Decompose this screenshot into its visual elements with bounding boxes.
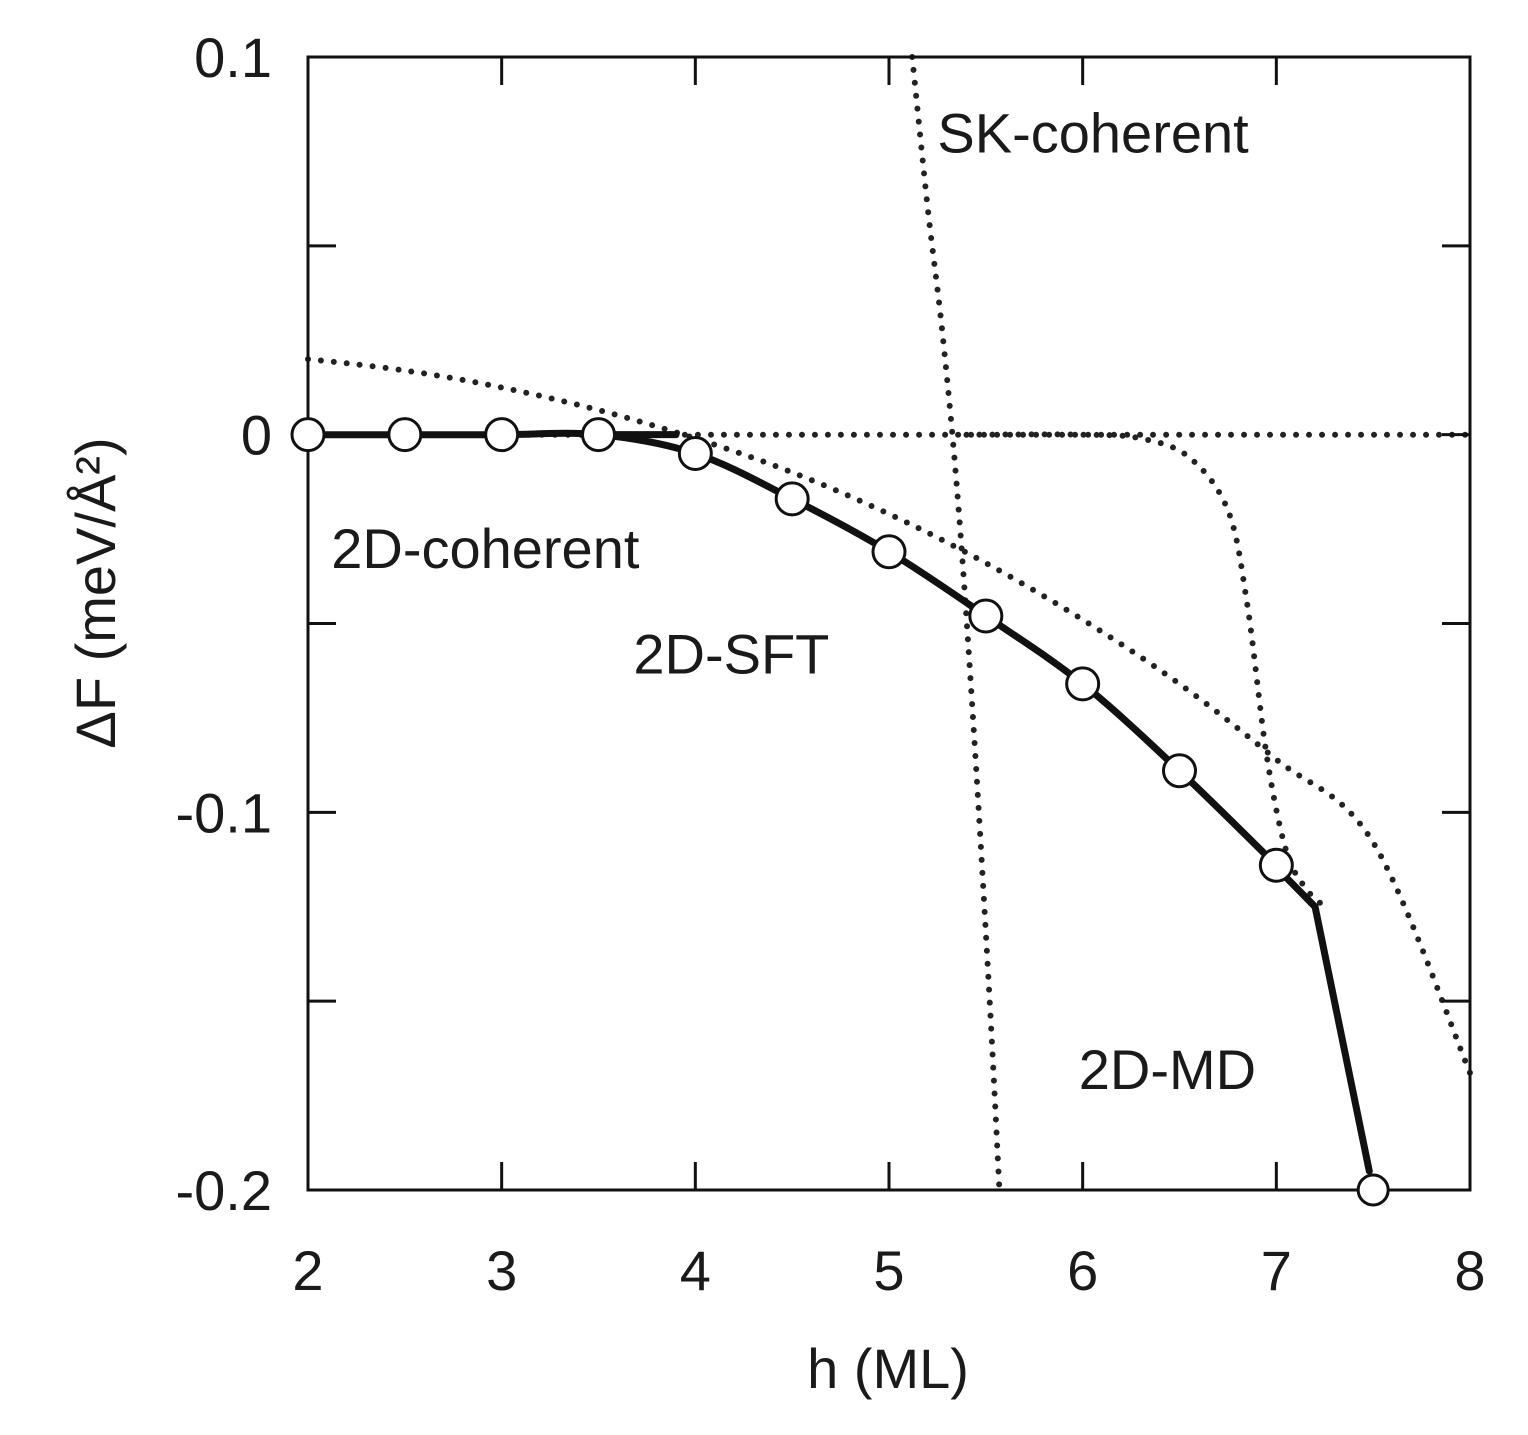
x-tick-label-8: 8 (1454, 1239, 1485, 1302)
data-point-path-5 (774, 481, 810, 517)
data-point-path-8 (1065, 666, 1101, 702)
annotation-sk-coherent: SK-coherent (937, 102, 1249, 165)
data-points (290, 417, 1390, 1207)
x-axis-title: h (ML) (807, 1337, 969, 1400)
y-tick-label-6: -0.2 (176, 1159, 273, 1222)
data-point-path-4 (677, 436, 713, 472)
data-point-path-3 (581, 417, 616, 453)
data-point-path-2 (484, 417, 520, 453)
data-point-path-1 (387, 417, 423, 453)
data-point-path-6 (871, 534, 907, 570)
x-tick-label-3: 3 (486, 1239, 517, 1302)
annotation-2d-coherent: 2D-coherent (331, 517, 640, 580)
axis-ticks: 2 3 4 5 6 7 8 0.1 0 -0.1 -0.2 (176, 26, 1486, 1302)
x-tick-label-5: 5 (873, 1239, 904, 1302)
y-tick-label-2: 0 (241, 404, 272, 467)
chart-text: h (ML) ΔF (meV/Å²) SK-coherent 2D-coheren… (64, 102, 1256, 1400)
y-tick-label-0: 0.1 (194, 26, 272, 89)
data-point-path-10 (1258, 847, 1294, 883)
y-axis-title: ΔF (meV/Å²) (64, 437, 127, 748)
dotted-curve-sk-coherent (909, 54, 1003, 1193)
x-tick-label-4: 4 (680, 1239, 711, 1302)
y-tick-label-4: -0.1 (176, 781, 273, 844)
data-point-path-0 (290, 417, 326, 453)
data-point-path-7 (968, 598, 1004, 634)
x-tick-label-2: 2 (292, 1239, 323, 1302)
dotted-curve-2d-coherent (305, 356, 1473, 1076)
arrow-2 (1311, 903, 1373, 1175)
data-point-final-0 (1356, 1173, 1390, 1207)
annotation-2d-md: 2D-MD (1079, 1038, 1256, 1101)
x-tick-label-7: 7 (1261, 1239, 1292, 1302)
data-point-path-9 (1162, 753, 1197, 789)
x-tick-label-6: 6 (1067, 1239, 1098, 1302)
annotation-2d-sft: 2D-SFT (633, 623, 829, 686)
